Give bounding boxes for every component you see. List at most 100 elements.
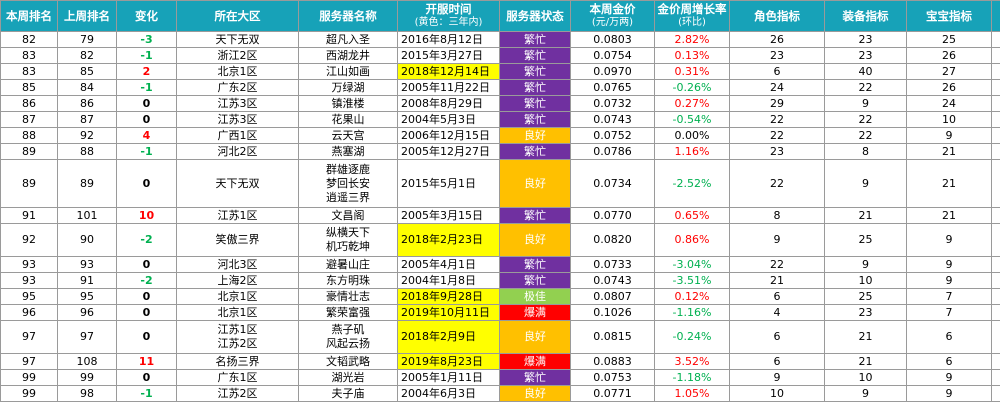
cell-status: 繁忙 — [499, 31, 571, 48]
cell-role: 22 — [729, 111, 825, 128]
cell-status: 繁忙 — [499, 256, 571, 273]
table-row: 82 79 -3 天下无双 超凡入圣 2016年8月12日 繁忙 0.0803 2.82% 26 2… — [0, 31, 1000, 48]
cell-last-rank: 92 — [57, 127, 117, 144]
cell-rank: 95 — [0, 288, 58, 305]
cell-status: 良好 — [499, 320, 571, 354]
cell-equip: 25 — [824, 223, 907, 257]
cell-growth: -1.18% — [654, 369, 730, 386]
cell-change: 0 — [116, 369, 177, 386]
cell-change: -1 — [116, 385, 177, 402]
cell-server-line: 纵横天下 — [326, 226, 370, 239]
cell-pet: 9 — [906, 385, 992, 402]
cell-last-rank: 95 — [57, 288, 117, 305]
cell-region: 广西1区 — [176, 127, 299, 144]
cell-pet: 9 — [906, 272, 992, 289]
cell-pet: 6 — [906, 353, 992, 370]
cell-growth: -0.24% — [654, 320, 730, 354]
cell-server-line: 风起云扬 — [326, 337, 370, 350]
cell-open-date: 2019年10月11日 — [397, 304, 500, 321]
cell-open-date: 2015年3月27日 — [397, 47, 500, 64]
cell-pet: 9 — [906, 223, 992, 257]
cell-total: 40 — [991, 272, 1000, 289]
cell-rank: 89 — [0, 159, 58, 208]
cell-total: 40 — [991, 256, 1000, 273]
table-body: 82 79 -3 天下无双 超凡入圣 2016年8月12日 繁忙 0.0803 2.82% 26 2… — [0, 31, 1000, 402]
cell-total: 28 — [991, 369, 1000, 386]
cell-last-rank: 91 — [57, 272, 117, 289]
header-pet: 宝宝指标 — [906, 0, 992, 32]
cell-server-line: 花果山 — [331, 112, 365, 126]
cell-role: 22 — [729, 127, 825, 144]
cell-price: 0.0753 — [570, 369, 655, 386]
table-row: 9998-1江苏2区夫子庙2004年6月3日良好0.07711.05%10992… — [0, 385, 1000, 402]
cell-role: 10 — [729, 385, 825, 402]
cell-last-rank: 82 — [57, 47, 117, 64]
cell-server-line: 东方明珠 — [326, 273, 370, 287]
cell-server: 万绿湖 — [298, 79, 398, 96]
cell-open-date: 2005年11月22日 — [397, 79, 500, 96]
cell-rank: 93 — [0, 272, 58, 289]
cell-server-line: 繁荣富强 — [326, 305, 370, 319]
cell-growth: 1.16% — [654, 143, 730, 160]
cell-pet: 7 — [906, 288, 992, 305]
cell-change: 0 — [116, 111, 177, 128]
cell-status: 繁忙 — [499, 111, 571, 128]
cell-growth: 0.12% — [654, 288, 730, 305]
cell-server-line: 燕子矶 — [331, 323, 365, 336]
cell-total: 52 — [991, 143, 1000, 160]
cell-growth: 0.00% — [654, 127, 730, 144]
cell-price: 0.0770 — [570, 207, 655, 224]
cell-last-rank: 87 — [57, 111, 117, 128]
cell-rank: 89 — [0, 143, 58, 160]
cell-region: 河北2区 — [176, 143, 299, 160]
cell-region-line: 河北3区 — [217, 257, 258, 271]
cell-equip: 25 — [824, 288, 907, 305]
cell-equip: 23 — [824, 304, 907, 321]
cell-region: 广东1区 — [176, 369, 299, 386]
cell-server-line: 文韬武略 — [326, 354, 370, 368]
cell-status: 繁忙 — [499, 95, 571, 112]
cell-status: 繁忙 — [499, 207, 571, 224]
cell-server-line: 群雄逐鹿 — [326, 162, 370, 176]
cell-pet: 21 — [906, 143, 992, 160]
cell-role: 6 — [729, 63, 825, 80]
table-row: 89 89 0 天下无双 群雄逐鹿 梦回长安 逍遥三界 2015年5月1日 良好 0.0734 -2… — [0, 159, 1000, 208]
cell-status: 繁忙 — [499, 369, 571, 386]
cell-price: 0.0771 — [570, 385, 655, 402]
cell-equip: 9 — [824, 159, 907, 208]
table-row: 83 85 2 北京1区 江山如画 2018年12月14日 繁忙 0.0970 0.31% 6 40… — [0, 63, 1000, 80]
cell-total: 74 — [991, 31, 1000, 48]
header-status: 服务器状态 — [499, 0, 571, 32]
cell-region: 江苏3区 — [176, 111, 299, 128]
cell-status: 良好 — [499, 159, 571, 208]
cell-last-rank: 97 — [57, 320, 117, 354]
cell-region-line: 江苏1区 — [217, 323, 258, 336]
cell-equip: 21 — [824, 353, 907, 370]
cell-price: 0.0765 — [570, 79, 655, 96]
cell-rank: 86 — [0, 95, 58, 112]
cell-open-date: 2015年5月1日 — [397, 159, 500, 208]
cell-server-line: 梦回长安 — [326, 176, 370, 190]
cell-change: 4 — [116, 127, 177, 144]
cell-growth: -3.04% — [654, 256, 730, 273]
cell-server-line: 文昌阁 — [331, 208, 365, 222]
header-server: 服务器名称 — [298, 0, 398, 32]
cell-server: 东方明珠 — [298, 272, 398, 289]
cell-role: 21 — [729, 272, 825, 289]
cell-role: 6 — [729, 320, 825, 354]
cell-pet: 26 — [906, 79, 992, 96]
cell-region-line: 上海2区 — [217, 273, 258, 287]
cell-region-line: 北京1区 — [217, 289, 258, 303]
cell-pet: 6 — [906, 320, 992, 354]
cell-total: 33 — [991, 353, 1000, 370]
cell-server: 文昌阁 — [298, 207, 398, 224]
cell-region-line: 天下无双 — [215, 32, 260, 46]
cell-rank: 92 — [0, 223, 58, 257]
cell-region-line: 北京1区 — [217, 305, 258, 319]
cell-equip: 22 — [824, 127, 907, 144]
header-open-date: 开服时间 (黄色：三年内) — [397, 0, 500, 32]
cell-rank: 99 — [0, 385, 58, 402]
cell-open-date: 2006年12月15日 — [397, 127, 500, 144]
cell-server-line: 豪情壮志 — [326, 289, 370, 303]
